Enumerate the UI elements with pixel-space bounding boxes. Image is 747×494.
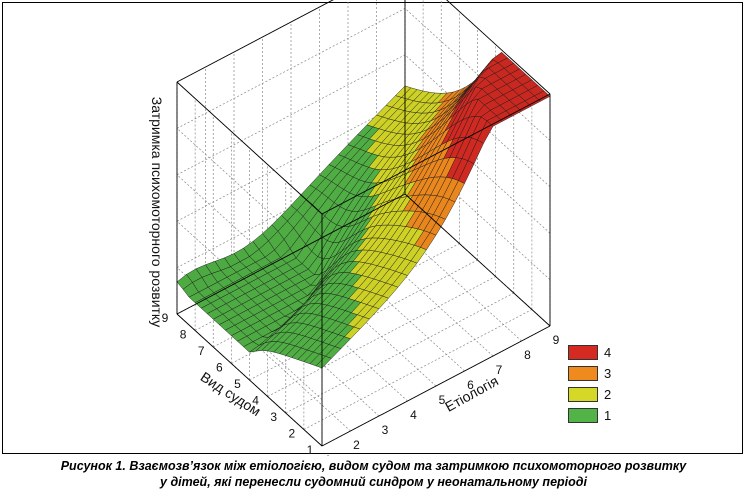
y-tick-label: 8	[524, 348, 531, 362]
box-edge	[321, 93, 551, 215]
box-edge	[446, 0, 551, 95]
legend-entry: 4	[568, 342, 628, 363]
grid-line	[404, 8, 551, 141]
y-tick-label: 1	[325, 453, 332, 456]
grid-line	[376, 208, 522, 342]
box-edge	[176, 81, 323, 215]
x-tick-label: 8	[180, 328, 187, 342]
box-front-edges	[176, 0, 551, 447]
x-tick-label: 2	[289, 427, 296, 441]
y-tick-label: 3	[382, 423, 389, 437]
grid-line	[404, 147, 551, 280]
grid-line	[347, 223, 494, 357]
y-tick-label: 7	[496, 363, 503, 377]
surface-cell	[534, 90, 551, 102]
legend-swatch	[568, 366, 598, 381]
x-tick-label: 6	[216, 361, 223, 375]
caption-line-1: Рисунок 1. Взаємозв’язок між етіологією,…	[60, 459, 687, 473]
box-edge	[321, 325, 551, 447]
legend-entry: 1	[568, 405, 628, 426]
y-tick-label: 5	[439, 393, 446, 407]
grid-line	[290, 253, 437, 387]
y-tick-label: 2	[353, 438, 360, 452]
legend-label: 2	[604, 387, 612, 402]
legend-label: 4	[604, 345, 612, 360]
grid-line	[404, 100, 551, 234]
grid-line	[233, 283, 380, 417]
legend-swatch	[568, 387, 598, 402]
grid-line	[205, 298, 351, 432]
box-edge	[176, 0, 334, 83]
legend: 4 3 2 1	[568, 342, 628, 426]
z-axis-label: Затримка психомоторного розвитку	[149, 97, 165, 327]
figure-caption: Рисунок 1. Взаємозв’язок між етіологією,…	[0, 458, 747, 490]
y-tick-label: 4	[410, 408, 417, 422]
legend-label: 3	[604, 366, 612, 381]
legend-label: 1	[604, 408, 612, 423]
y-tick-label: 6	[467, 378, 474, 392]
x-tick-label: 5	[234, 377, 241, 391]
x-tick-label: 1	[307, 443, 314, 456]
grid-line	[176, 267, 323, 400]
grid-line	[319, 238, 465, 372]
grid-line	[262, 268, 408, 402]
x-tick-label: 7	[198, 344, 205, 358]
box-edge	[404, 193, 551, 327]
x-tick-label: 3	[270, 410, 277, 424]
legend-swatch	[568, 408, 598, 423]
grid-line	[404, 54, 551, 188]
box-edge	[176, 313, 323, 447]
legend-swatch	[568, 345, 598, 360]
grid-line	[176, 54, 406, 176]
legend-entry: 3	[568, 363, 628, 384]
legend-entry: 2	[568, 384, 628, 405]
caption-line-2: у дітей, які перенесли судомний синдром …	[160, 475, 587, 489]
surface-mesh	[176, 52, 551, 369]
box-edge	[176, 193, 406, 315]
y-tick-label: 9	[553, 333, 560, 347]
x-tick-label: 9	[162, 311, 169, 325]
y-tick-labels: 1 2 3 4 5 6 7 8 9	[325, 333, 560, 456]
x-tick-label: 4	[252, 394, 259, 408]
